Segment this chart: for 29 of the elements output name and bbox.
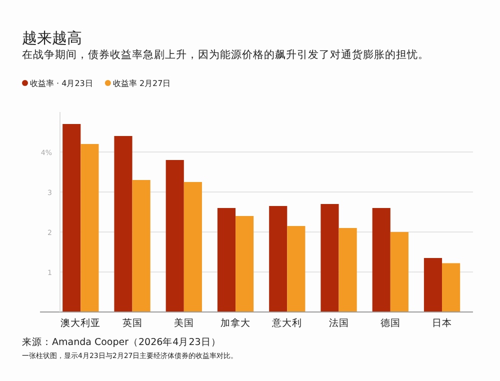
bar [236,216,254,312]
x-tick-label: 德国 [380,318,400,329]
bar [184,182,202,312]
bar [372,208,390,312]
bar [424,258,442,312]
bar [269,206,288,312]
bar [62,124,81,312]
x-tick-label: 澳大利亚 [60,317,101,329]
bar [217,208,236,312]
x-tick-label: 美国 [174,317,194,329]
x-tick-label: 意大利 [271,317,302,329]
x-tick-label: 加拿大 [220,317,251,329]
chart-subtitle: 在战争期间，债券收益率急剧上升，因为能源价格的飙升引发了对通货膨胀的担忧。 [22,48,429,61]
bar [442,263,460,312]
legend-label: 收益率 · 4月23日 [30,79,93,88]
bar [132,180,150,312]
legend-label: 收益率 2月27日 [112,79,171,88]
bar [114,136,132,312]
bar [80,144,99,312]
bar [338,228,357,312]
chart-title: 越来越高 [22,29,82,47]
x-tick-label: 英国 [122,317,142,329]
x-tick-label: 日本 [432,317,452,329]
source-note: 来源：Amanda Cooper（2026年4月23日） [22,336,221,348]
bar [166,160,184,312]
bar [287,226,306,312]
x-tick-label: 法国 [328,317,349,329]
bar [320,204,339,312]
bar [390,232,408,312]
